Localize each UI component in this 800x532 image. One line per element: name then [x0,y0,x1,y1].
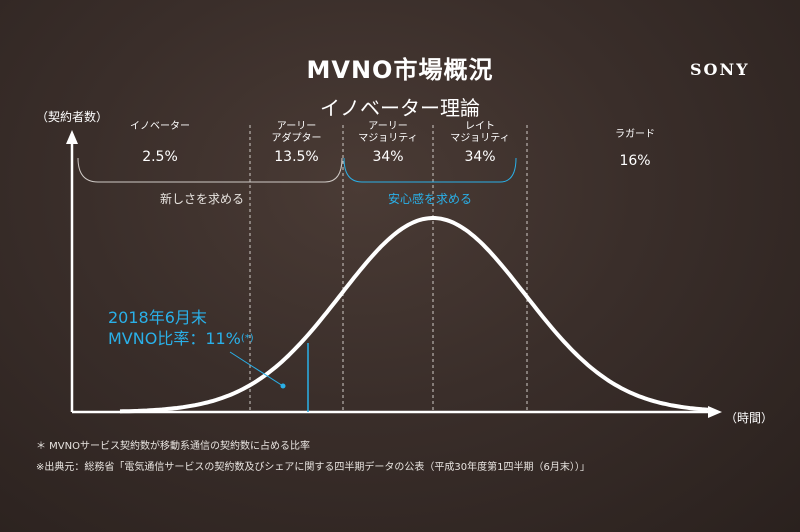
marker-dot [280,383,286,389]
slide-subtitle: イノベーター理論 [320,96,480,120]
segment-name: イノベーター [130,121,190,132]
slide-title: MVNO市場概況 [306,56,494,84]
brand-logo: SONY [690,60,750,79]
segment-late-majority: レイト マジョリティ 34% [433,121,527,165]
callout-date: 2018年6月末 [108,308,207,327]
marker-pointer [229,351,284,387]
y-axis-label: （契約者数） [36,110,109,124]
x-axis-label: （時間） [725,411,774,425]
callout-asterisk: (*) [240,333,254,344]
segment-name: ラガード [615,129,655,140]
segment-laggards: ラガード 16% [575,129,695,169]
segment-early-adopters: アーリー アダプター 13.5% [250,121,343,165]
segment-early-majority: アーリー マジョリティ 34% [343,121,433,165]
bracket-left [77,157,343,183]
y-axis-arrow [66,130,78,144]
group-label-novelty: 新しさを求める [160,192,245,206]
segment-value: 2.5% [142,149,178,165]
bracket-right [343,157,517,183]
bell-curve [119,216,709,414]
segment-value: 13.5% [274,149,319,165]
group-label-security: 安心感を求める [388,192,473,206]
footnote-2: ※出典元：総務省「電気通信サービスの契約数及びシェアに関する四半期データの公表（… [36,462,590,473]
segment-innovators: イノベーター 2.5% [100,121,220,165]
segment-value: 34% [464,149,496,165]
segment-name: アーリー マジョリティ [358,121,418,144]
callout-ratio: MVNO比率：11% [108,329,241,348]
segment-value: 34% [372,149,404,165]
footnote-1: ＊ MVNOサービス契約数が移動系通信の契約数に占める比率 [36,441,310,452]
segment-value: 16% [619,153,651,169]
x-axis-arrow [708,406,722,418]
segment-name: レイト マジョリティ [450,121,510,144]
segment-name: アーリー アダプター [271,121,322,144]
mvno-callout: 2018年6月末 MVNO比率：11%(*) [108,307,254,349]
